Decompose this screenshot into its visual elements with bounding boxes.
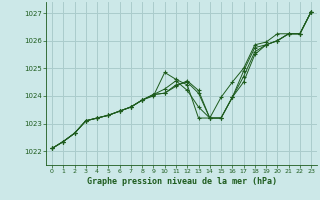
X-axis label: Graphe pression niveau de la mer (hPa): Graphe pression niveau de la mer (hPa) [87, 177, 276, 186]
